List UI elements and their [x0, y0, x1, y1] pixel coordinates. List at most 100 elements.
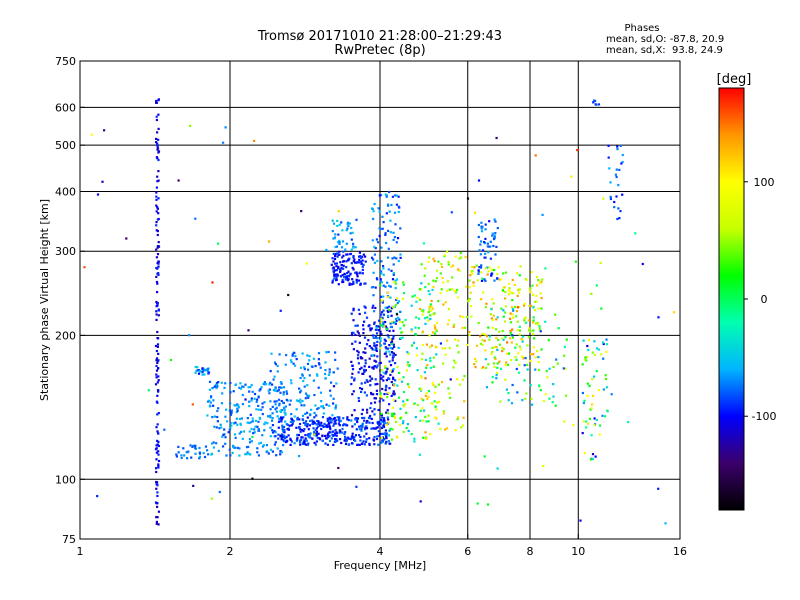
- data-point: [307, 442, 310, 445]
- data-point: [534, 368, 537, 371]
- data-point: [491, 381, 494, 384]
- data-point: [201, 367, 204, 370]
- data-point: [394, 282, 397, 285]
- data-point: [346, 253, 349, 256]
- data-point: [241, 403, 244, 406]
- data-point: [410, 433, 413, 436]
- data-point: [308, 359, 311, 362]
- data-point: [321, 439, 324, 442]
- data-point: [239, 382, 242, 385]
- data-point: [368, 357, 371, 360]
- data-point: [407, 352, 410, 355]
- data-point: [484, 223, 487, 226]
- data-point: [233, 433, 237, 436]
- data-point: [237, 404, 240, 407]
- data-point: [354, 434, 358, 437]
- data-point: [271, 417, 274, 420]
- data-point: [586, 394, 589, 397]
- data-point: [268, 392, 271, 395]
- data-point: [501, 350, 504, 353]
- data-point: [341, 427, 344, 431]
- data-point: [374, 378, 377, 381]
- data-point: [393, 345, 396, 348]
- data-point: [350, 238, 353, 241]
- data-point: [364, 362, 367, 365]
- data-point: [595, 347, 599, 350]
- data-point: [365, 438, 368, 441]
- data-point: [396, 297, 399, 300]
- data-point: [527, 329, 531, 332]
- data-point: [155, 451, 158, 454]
- data-point: [155, 313, 158, 316]
- data-point: [347, 274, 350, 278]
- data-point: [313, 411, 316, 415]
- data-point: [505, 388, 508, 391]
- data-point: [358, 251, 361, 254]
- data-point: [222, 445, 225, 448]
- data-point: [389, 325, 392, 329]
- data-point: [332, 271, 335, 274]
- data-point: [156, 413, 159, 416]
- data-point: [371, 306, 374, 309]
- data-point: [307, 396, 310, 399]
- data-point: [422, 399, 425, 402]
- data-point: [477, 179, 481, 182]
- data-point: [379, 369, 382, 372]
- data-point: [420, 263, 423, 266]
- data-point: [364, 359, 367, 362]
- data-point: [335, 262, 338, 265]
- data-point: [218, 427, 221, 430]
- data-point: [482, 366, 485, 369]
- data-point: [495, 336, 498, 339]
- data-point: [398, 378, 401, 381]
- data-point: [359, 260, 362, 263]
- data-point: [394, 353, 397, 356]
- data-point: [621, 160, 624, 164]
- data-point: [294, 355, 297, 358]
- data-point: [477, 223, 480, 227]
- data-point: [513, 283, 516, 286]
- data-point: [471, 269, 474, 272]
- data-point: [390, 343, 394, 346]
- data-point: [194, 371, 197, 374]
- data-point: [248, 452, 251, 456]
- data-point: [271, 431, 275, 434]
- data-point: [380, 281, 383, 284]
- data-point: [326, 425, 329, 429]
- data-point: [427, 319, 430, 322]
- data-point: [306, 425, 309, 428]
- data-point: [386, 334, 389, 337]
- data-point: [295, 358, 298, 361]
- data-point: [493, 234, 496, 237]
- data-point: [356, 349, 359, 353]
- data-point: [419, 409, 422, 412]
- data-point: [156, 430, 159, 433]
- data-point: [277, 426, 280, 429]
- data-point: [250, 397, 253, 400]
- data-point: [521, 399, 524, 402]
- data-point: [395, 194, 398, 197]
- data-point: [384, 372, 387, 375]
- data-point: [221, 392, 224, 395]
- data-point: [211, 387, 214, 390]
- data-point: [429, 303, 432, 306]
- data-point: [360, 382, 363, 385]
- data-point: [293, 415, 296, 418]
- data-point: [379, 227, 382, 230]
- data-point: [163, 428, 166, 431]
- data-point: [303, 368, 306, 371]
- data-point: [315, 440, 318, 443]
- data-point: [331, 414, 334, 417]
- data-point: [491, 298, 494, 301]
- data-point: [272, 389, 275, 392]
- data-point: [382, 323, 385, 326]
- data-point: [488, 338, 491, 341]
- data-point: [439, 427, 442, 431]
- data-point: [524, 278, 528, 281]
- data-point: [576, 149, 579, 152]
- data-point: [285, 435, 288, 438]
- data-point: [427, 260, 430, 263]
- data-point: [258, 442, 261, 445]
- data-point: [570, 175, 573, 178]
- data-point: [155, 275, 158, 278]
